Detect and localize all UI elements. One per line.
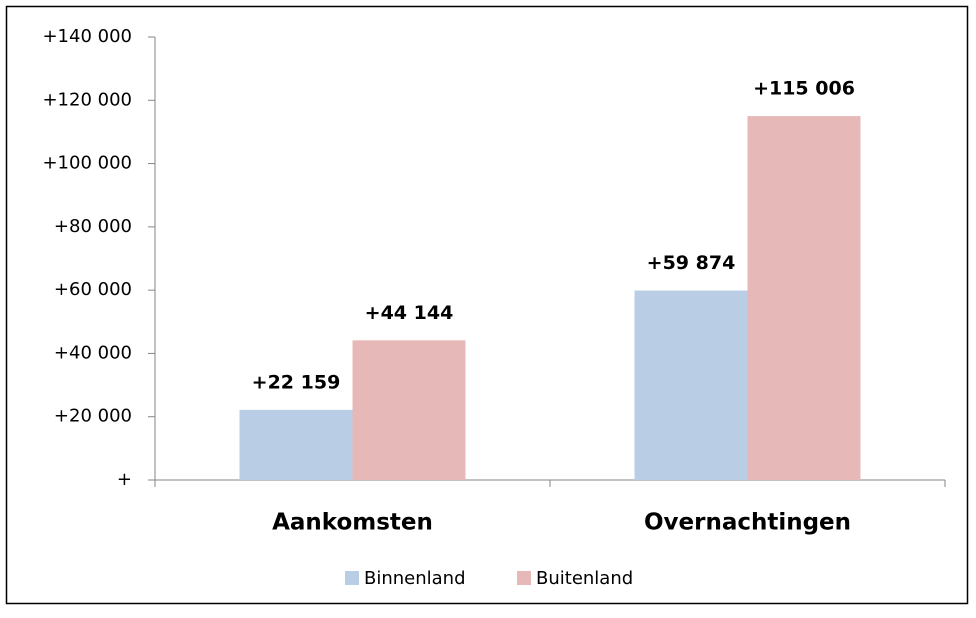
value-label: +22 159: [252, 371, 341, 393]
bar: [634, 290, 748, 480]
value-label: +59 874: [647, 252, 736, 274]
y-tick-label: +120 000: [42, 89, 132, 110]
y-tick-label: +100 000: [42, 153, 132, 174]
y-tick-label: +80 000: [54, 216, 132, 237]
y-tick-label: +140 000: [42, 26, 132, 47]
legend-label: Buitenland: [536, 568, 633, 589]
x-tick-label: Aankomsten: [272, 510, 433, 536]
value-label: +44 144: [365, 302, 454, 324]
bar: [352, 340, 466, 480]
y-tick-label: +60 000: [54, 279, 132, 300]
bar: [747, 116, 861, 480]
legend-swatch: [517, 571, 531, 585]
legend-label: Binnenland: [364, 568, 466, 589]
y-tick-label: +: [117, 469, 132, 490]
value-label: +115 006: [753, 78, 855, 100]
bar: [239, 409, 353, 480]
x-tick-label: Overnachtingen: [644, 510, 851, 536]
y-tick-label: +40 000: [54, 342, 132, 363]
y-tick-label: +20 000: [54, 406, 132, 427]
legend-swatch: [345, 571, 359, 585]
